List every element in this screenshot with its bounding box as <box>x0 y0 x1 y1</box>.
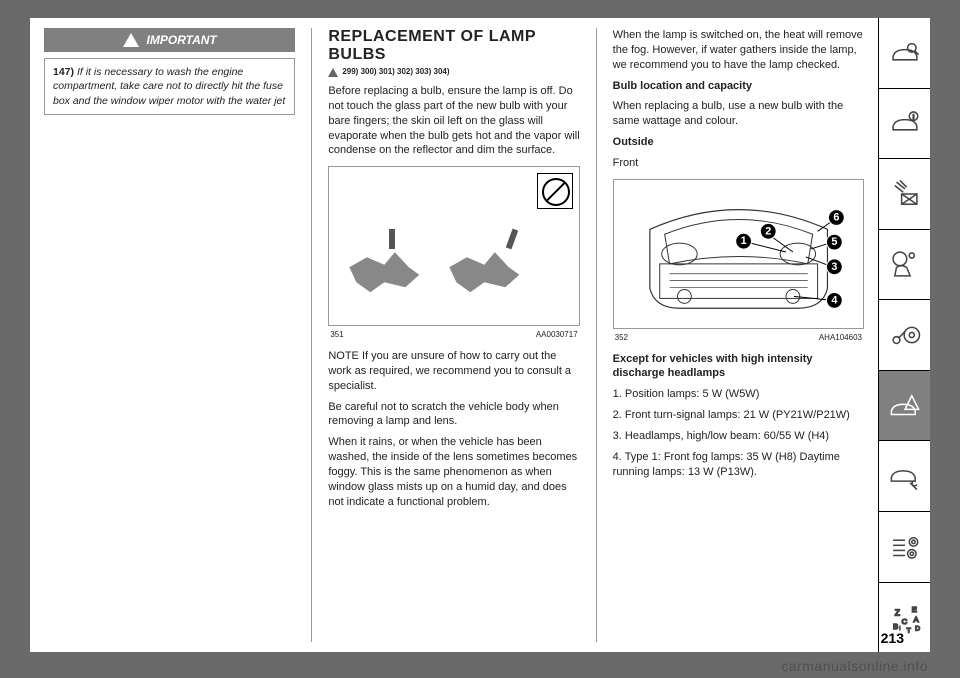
figure-number: 351 <box>330 330 343 341</box>
sidebar-item-safety[interactable] <box>879 230 930 301</box>
figure-caption: 352 AHA104603 <box>613 333 864 344</box>
refcode-text: 299) 300) 301) 302) 303) 304) <box>342 67 449 78</box>
note-text: If it is necessary to wash the engine co… <box>53 66 285 106</box>
figure-number: 352 <box>615 333 628 344</box>
callout-2: 2 <box>765 225 771 237</box>
airbag-icon <box>888 247 922 281</box>
callout-5: 5 <box>831 236 837 248</box>
sidebar-item-lights[interactable] <box>879 159 930 230</box>
svg-text:D: D <box>915 626 920 633</box>
paragraph: NOTE If you are unsure of how to carry o… <box>328 349 579 394</box>
column-1: IMPORTANT 147) If it is necessary to was… <box>44 28 295 642</box>
car-info-icon: i <box>888 106 922 140</box>
column-3: When the lamp is switched on, the heat w… <box>613 28 864 642</box>
important-header: IMPORTANT <box>44 28 295 52</box>
content-columns: IMPORTANT 147) If it is necessary to was… <box>30 18 878 652</box>
svg-text:Z: Z <box>894 608 899 618</box>
sidebar-item-starting[interactable] <box>879 300 930 371</box>
column-divider-1 <box>311 28 312 642</box>
car-warning-icon <box>888 389 922 423</box>
sidebar-item-vehicle-info[interactable]: i <box>879 89 930 160</box>
callout-1: 1 <box>740 235 746 247</box>
important-note-box: 147) If it is necessary to wash the engi… <box>44 58 295 115</box>
column-2: REPLACEMENT OF LAMP BULBS 299) 300) 301)… <box>328 28 579 642</box>
column-divider-2 <box>596 28 597 642</box>
sidebar-item-technical[interactable] <box>879 512 930 583</box>
figure-caption: 351 AA0030717 <box>328 330 579 341</box>
paragraph: When the lamp is switched on, the heat w… <box>613 28 864 73</box>
callout-4: 4 <box>831 294 837 306</box>
subheading: Bulb location and capacity <box>613 80 752 92</box>
car-search-icon <box>888 36 922 70</box>
prohibit-icon <box>537 173 573 209</box>
figure-code: AA0030717 <box>536 330 578 341</box>
sidebar-item-emergency[interactable] <box>879 371 930 442</box>
bulb-shape <box>449 247 519 297</box>
bulb-stem <box>389 229 395 249</box>
list-item: 3. Headlamps, high/low beam: 60/55 W (H4… <box>613 429 864 444</box>
page-number: 213 <box>881 630 904 646</box>
paragraph: Be careful not to scratch the vehicle bo… <box>328 400 579 430</box>
watermark: carmanualsonline.info <box>781 658 928 674</box>
list-item: 2. Front turn-signal lamps: 21 W (PY21W/… <box>613 408 864 423</box>
sidebar-item-maintenance[interactable] <box>879 441 930 512</box>
bulb-shape <box>349 247 419 297</box>
list-gear-icon <box>888 530 922 564</box>
subheading: Except for vehicles with high intensity … <box>613 353 813 380</box>
svg-text:A: A <box>913 615 919 624</box>
manual-page: IMPORTANT 147) If it is necessary to was… <box>30 18 930 652</box>
paragraph: Front <box>613 156 864 171</box>
section-sidebar: i <box>878 18 930 652</box>
car-wrench-icon <box>888 459 922 493</box>
reference-codes: 299) 300) 301) 302) 303) 304) <box>328 67 579 78</box>
svg-text:C: C <box>901 617 907 626</box>
sidebar-item-vehicle-overview[interactable] <box>879 18 930 89</box>
callout-3: 3 <box>831 261 837 273</box>
svg-text:E: E <box>911 605 916 614</box>
paragraph: When it rains, or when the vehicle has b… <box>328 435 579 509</box>
bulb-stem <box>506 229 518 250</box>
list-item: 4. Type 1: Front fog lamps: 35 W (H8) Da… <box>613 450 864 480</box>
section-title: REPLACEMENT OF LAMP BULBS <box>328 28 579 63</box>
figure-351 <box>328 166 579 326</box>
subheading: Outside <box>613 136 654 148</box>
paragraph: Before replacing a bulb, ensure the lamp… <box>328 84 579 158</box>
figure-code: AHA104603 <box>819 333 862 344</box>
warning-triangle-icon <box>123 33 139 47</box>
svg-text:T: T <box>906 628 910 635</box>
note-number: 147) <box>53 66 74 78</box>
figure-352: 1 2 3 4 5 6 <box>613 179 864 329</box>
important-label: IMPORTANT <box>147 32 217 48</box>
warning-mini-icon <box>328 68 338 77</box>
list-item: 1. Position lamps: 5 W (W5W) <box>613 387 864 402</box>
car-front-diagram: 1 2 3 4 5 6 <box>614 180 863 328</box>
lights-icon <box>888 177 922 211</box>
paragraph: When replacing a bulb, use a new bulb wi… <box>613 99 864 129</box>
key-steering-icon <box>888 318 922 352</box>
callout-6: 6 <box>833 211 839 223</box>
